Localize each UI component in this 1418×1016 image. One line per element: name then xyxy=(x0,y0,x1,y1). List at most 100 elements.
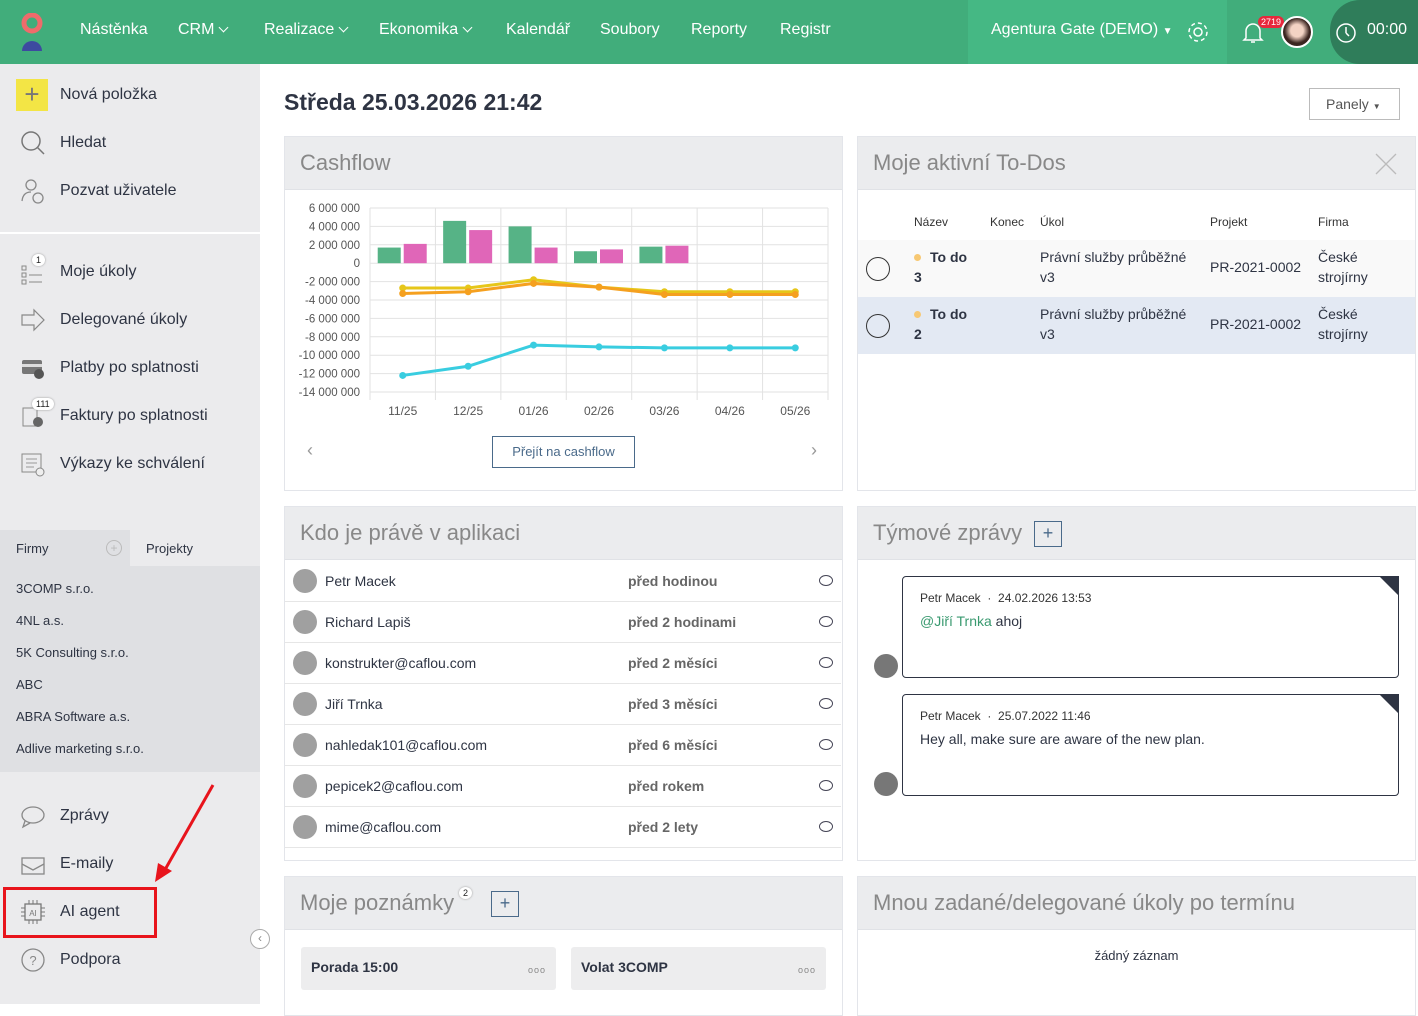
more-icon[interactable]: ooo xyxy=(527,965,546,975)
count-badge: 111 xyxy=(32,398,54,410)
add-message-button[interactable]: + xyxy=(1034,521,1062,547)
chat-icon[interactable] xyxy=(819,780,833,791)
user-avatar xyxy=(293,651,317,675)
point-cyan xyxy=(660,344,668,352)
sidebar-invite-user[interactable]: Pozvat uživatele xyxy=(0,171,260,211)
sidebar-ai-agent[interactable]: AI AI agent xyxy=(0,892,260,932)
note-card[interactable]: Volat 3COMP ooo xyxy=(571,947,826,990)
panel-header: Moje aktivní To-Dos xyxy=(858,137,1415,190)
timer[interactable]: 00:00 xyxy=(1330,0,1418,64)
column-header[interactable]: Konec xyxy=(990,215,1025,229)
nav-kalendar[interactable]: Kalendář xyxy=(506,21,571,38)
sidebar-messages[interactable]: Zprávy xyxy=(0,796,260,836)
sidebar-search[interactable]: Hledat xyxy=(0,123,260,163)
point-yellow xyxy=(399,284,407,292)
more-icon[interactable]: ooo xyxy=(797,965,816,975)
y-tick-label: -4 000 000 xyxy=(305,295,360,307)
chat-icon[interactable] xyxy=(819,616,833,627)
firm-item[interactable]: 4NL a.s. xyxy=(16,613,64,628)
nav-nastenka[interactable]: Nástěnka xyxy=(80,21,148,38)
nav-crm[interactable]: CRM xyxy=(178,21,229,39)
message-date: 25.07.2022 11:46 xyxy=(998,709,1091,723)
todo-task[interactable]: Právní služby průběžné xyxy=(1040,306,1187,322)
chat-icon[interactable] xyxy=(819,657,833,668)
column-header[interactable]: Firma xyxy=(1318,215,1349,229)
sidebar-overdue-invoices[interactable]: 111 Faktury po splatnosti xyxy=(0,396,260,436)
column-header[interactable]: Název xyxy=(914,215,949,229)
user-name: Petr Macek xyxy=(325,573,396,589)
close-icon[interactable] xyxy=(1375,153,1397,175)
nav-registr[interactable]: Registr xyxy=(780,21,831,38)
sidebar-delegated-tasks[interactable]: Delegované úkoly xyxy=(0,300,260,340)
gear-icon[interactable] xyxy=(1186,20,1210,44)
complete-checkbox[interactable] xyxy=(866,314,890,338)
tab-firmy[interactable]: Firmy + xyxy=(0,530,130,566)
firm-item[interactable]: ABC xyxy=(16,677,43,692)
sidebar-label: E-maily xyxy=(60,855,114,872)
user-row[interactable]: konstrukter@caflou.com před 2 měsíci xyxy=(285,643,841,684)
todo-project[interactable]: PR-2021-0002 xyxy=(1210,316,1302,332)
chat-icon[interactable] xyxy=(819,739,833,750)
user-row[interactable]: Jiří Trnka před 3 měsíci xyxy=(285,684,841,725)
todo-row[interactable]: To do 3 Právní služby průběžné v3 PR-202… xyxy=(858,240,1415,297)
sidebar-support[interactable]: ? Podpora xyxy=(0,940,260,980)
org-switcher[interactable]: Agentura Gate (DEMO) ▼ xyxy=(991,21,1173,38)
nav-reporty[interactable]: Reporty xyxy=(691,21,748,38)
y-tick-label: -2 000 000 xyxy=(305,277,360,289)
chevron-right-icon[interactable]: › xyxy=(811,440,817,460)
user-row[interactable]: mime@caflou.com před 2 lety xyxy=(285,807,841,848)
note-card[interactable]: Porada 15:00 ooo xyxy=(301,947,556,990)
firm-item[interactable]: ABRA Software a.s. xyxy=(16,709,131,724)
go-to-cashflow-button[interactable]: Přejít na cashflow xyxy=(492,436,635,468)
nav-realizace[interactable]: Realizace xyxy=(264,21,349,39)
sidebar-my-tasks[interactable]: 1 Moje úkoly xyxy=(0,252,260,292)
logo-icon[interactable] xyxy=(18,13,46,51)
todo-task-cont: v3 xyxy=(1040,269,1055,285)
panels-dropdown[interactable]: Panely ▼ xyxy=(1309,88,1400,120)
column-header[interactable]: Úkol xyxy=(1040,215,1065,229)
panel-title: Kdo je právě v aplikaci xyxy=(300,520,521,545)
chat-icon[interactable] xyxy=(819,575,833,586)
tab-projekty[interactable]: Projekty xyxy=(130,530,260,566)
user-row[interactable]: Richard Lapiš před 2 hodinami xyxy=(285,602,841,643)
user-row[interactable]: Petr Macek před hodinou xyxy=(285,561,841,602)
collapse-sidebar-button[interactable]: ‹ xyxy=(250,929,270,949)
user-row[interactable]: pepicek2@caflou.com před rokem xyxy=(285,766,841,807)
mention-link[interactable]: @Jiří Trnka xyxy=(920,613,992,629)
todo-firm[interactable]: České xyxy=(1318,306,1358,322)
point-cyan xyxy=(530,341,538,349)
sidebar-timesheets[interactable]: Výkazy ke schválení xyxy=(0,444,260,484)
todo-row[interactable]: To do 2 Právní služby průběžné v3 PR-202… xyxy=(858,297,1415,354)
add-firm-icon[interactable]: + xyxy=(106,540,122,556)
todo-firm[interactable]: České xyxy=(1318,249,1358,265)
notification-badge: 2719 xyxy=(1258,16,1285,28)
note-title: Volat 3COMP xyxy=(581,959,668,975)
firm-item[interactable]: Adlive marketing s.r.o. xyxy=(16,741,144,756)
firm-item[interactable]: 5K Consulting s.r.o. xyxy=(16,645,129,660)
firm-item[interactable]: 3COMP s.r.o. xyxy=(16,581,94,596)
chevron-down-icon xyxy=(462,22,473,33)
add-note-button[interactable]: + xyxy=(491,891,519,917)
point-orange xyxy=(399,290,407,298)
user-name: Jiří Trnka xyxy=(325,696,383,712)
nav-ekonomika[interactable]: Ekonomika xyxy=(379,21,473,39)
chat-icon[interactable] xyxy=(819,821,833,832)
bell-icon[interactable] xyxy=(1241,20,1265,46)
panel-title: Týmové zprávy xyxy=(873,520,1023,545)
user-row[interactable]: nahledak101@caflou.com před 6 měsíci xyxy=(285,725,841,766)
todo-task[interactable]: Právní služby průběžné xyxy=(1040,249,1187,265)
search-icon xyxy=(21,131,45,155)
nav-label: CRM xyxy=(178,21,215,38)
x-tick-label: 05/26 xyxy=(780,404,810,418)
todo-project[interactable]: PR-2021-0002 xyxy=(1210,259,1302,275)
sidebar-label: Hledat xyxy=(60,134,107,151)
chevron-left-icon[interactable]: ‹ xyxy=(307,440,313,460)
chat-icon[interactable] xyxy=(819,698,833,709)
sidebar-new-item[interactable]: + Nová položka xyxy=(0,75,260,115)
sidebar-emails[interactable]: E-maily xyxy=(0,844,260,884)
nav-soubory[interactable]: Soubory xyxy=(600,21,660,38)
complete-checkbox[interactable] xyxy=(866,257,890,281)
column-header[interactable]: Projekt xyxy=(1210,215,1248,229)
user-avatar[interactable] xyxy=(1281,16,1313,48)
sidebar-overdue-payments[interactable]: Platby po splatnosti xyxy=(0,348,260,388)
